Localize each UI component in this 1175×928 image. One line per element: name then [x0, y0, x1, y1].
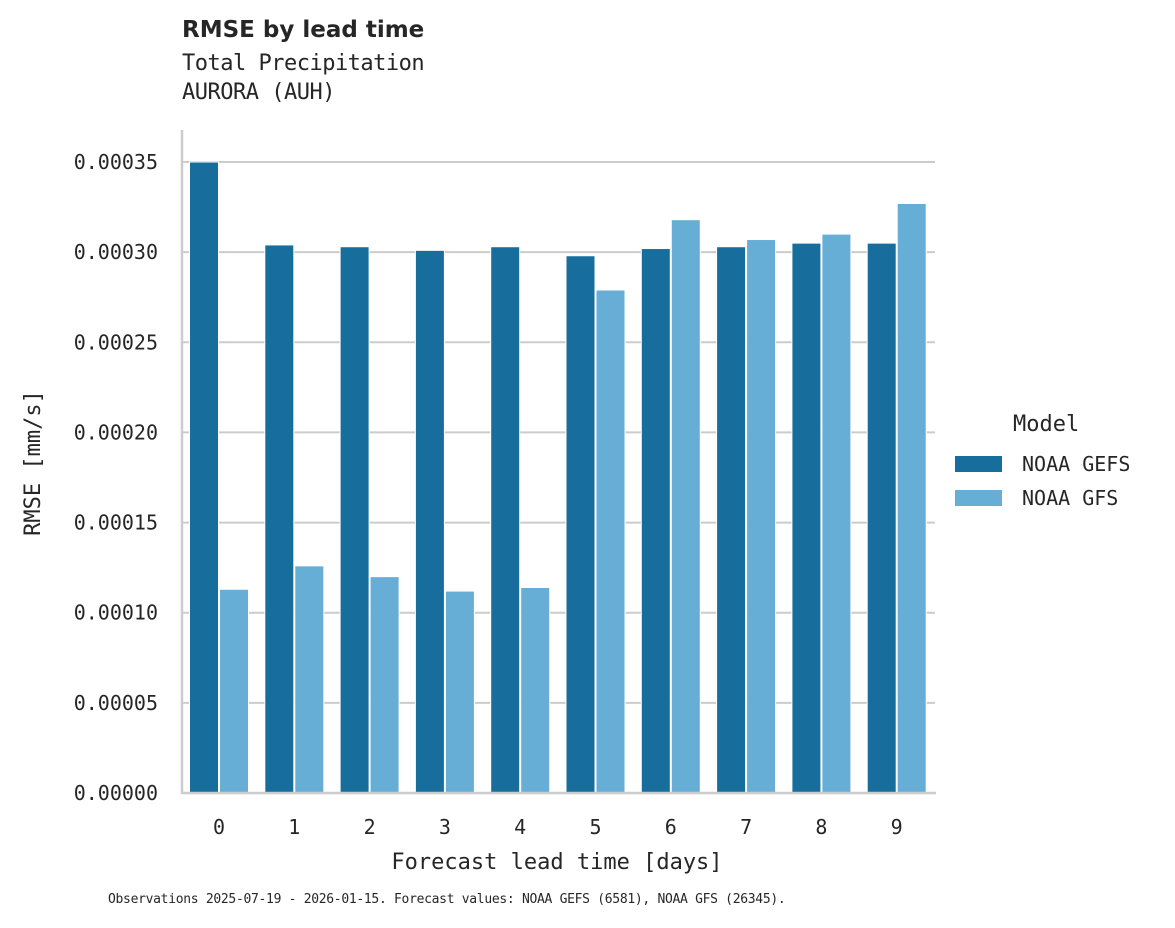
x-tick-label: 3 [439, 815, 451, 839]
bar-gefs-lead-0 [189, 161, 219, 794]
bar-gefs-lead-6 [640, 248, 671, 794]
footnote: Observations 2025-07-19 - 2026-01-15. Fo… [108, 892, 786, 907]
y-tick-labels: 0.00000 0.00005 0.00010 0.00015 0.00020 0.000… [74, 150, 158, 805]
legend-item-gefs: NOAA GEFS [955, 447, 1130, 481]
x-tick-label: 0 [213, 815, 225, 839]
bar-gfs-lead-2 [369, 576, 400, 794]
bar-gefs-lead-1 [264, 244, 295, 794]
bar-gefs-lead-3 [414, 249, 445, 794]
x-tick-label: 7 [740, 815, 752, 839]
bar-gfs-lead-8 [821, 233, 852, 794]
y-tick-label: 0.00020 [74, 420, 158, 444]
bar-gfs-lead-9 [896, 202, 927, 794]
bar-gefs-lead-8 [791, 242, 822, 794]
y-tick-label: 0.00015 [74, 511, 158, 535]
x-axis-label: Forecast lead time [days] [391, 850, 722, 875]
y-tick-label: 0.00030 [74, 240, 158, 264]
bar-gfs-lead-7 [746, 239, 777, 794]
x-tick-label: 4 [514, 815, 526, 839]
chart-subtitle-model: AURORA (AUH) [182, 80, 335, 105]
bar-gefs-lead-9 [866, 242, 897, 794]
x-tick-label: 6 [665, 815, 677, 839]
bar-gefs-lead-5 [565, 255, 596, 794]
x-tick-label: 9 [891, 815, 903, 839]
bar-gefs-lead-2 [339, 246, 370, 794]
bar-gefs-lead-7 [716, 246, 747, 794]
x-tick-label: 2 [364, 815, 376, 839]
bar-gfs-lead-1 [294, 565, 325, 794]
y-tick-label: 0.00000 [74, 781, 158, 805]
x-tick-label: 5 [589, 815, 601, 839]
bar-gfs-lead-5 [595, 289, 626, 794]
legend: Model NOAA GEFS NOAA GFS [955, 412, 1130, 515]
y-tick-label: 0.00005 [74, 691, 158, 715]
bar-gfs-lead-4 [520, 586, 551, 794]
bar-gfs-lead-3 [444, 590, 475, 794]
legend-swatch-gfs [955, 490, 1002, 506]
chart-title: RMSE by lead time [182, 17, 425, 43]
x-tick-labels: 0 1 2 3 4 5 6 7 8 9 [213, 815, 903, 839]
bar-gefs-lead-4 [490, 246, 521, 794]
legend-item-gfs: NOAA GFS [955, 481, 1130, 515]
y-axis-label: RMSE [mm/s] [21, 390, 46, 536]
bars [189, 161, 927, 794]
legend-label-gefs: NOAA GEFS [1022, 452, 1131, 476]
legend-label-gfs: NOAA GFS [1022, 486, 1119, 510]
y-tick-label: 0.00035 [74, 150, 158, 174]
legend-swatch-gefs [955, 456, 1002, 472]
bar-gfs-lead-6 [670, 219, 701, 794]
x-tick-label: 1 [288, 815, 300, 839]
y-tick-label: 0.00010 [74, 601, 158, 625]
bar-gfs-lead-0 [219, 588, 249, 794]
legend-title: Model [1013, 412, 1080, 437]
x-tick-label: 8 [815, 815, 827, 839]
chart-subtitle-variable: Total Precipitation [182, 51, 425, 76]
y-tick-label: 0.00025 [74, 330, 158, 354]
